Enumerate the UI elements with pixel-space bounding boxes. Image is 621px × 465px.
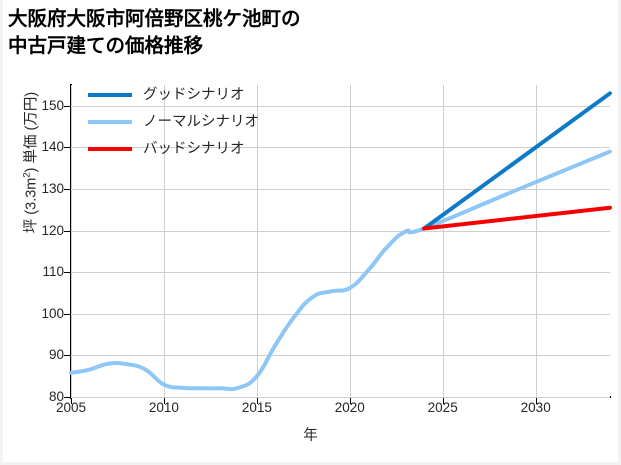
chart-legend: グッドシナリオ ノーマルシナリオ バッドシナリオ xyxy=(88,88,259,156)
legend-label: バッドシナリオ xyxy=(143,141,245,157)
x-tick-label: 2010 xyxy=(148,400,179,415)
series-layer xyxy=(69,91,612,392)
legend-color-swatch xyxy=(88,120,132,124)
gridline-vertical xyxy=(256,85,258,397)
gridline-vertical xyxy=(349,85,351,397)
gridline-vertical xyxy=(163,85,165,397)
y-tick-mark xyxy=(64,105,71,107)
plot-area xyxy=(69,85,612,398)
x-tick-label: 2025 xyxy=(427,400,458,415)
series-line-normal xyxy=(69,149,612,392)
y-tick-mark xyxy=(64,147,71,149)
chart-title: 大阪府大阪市阿倍野区桃ケ池町の 中古戸建ての価格推移 xyxy=(8,6,608,60)
x-tick-mark xyxy=(163,398,165,404)
x-tick-label: 2015 xyxy=(241,400,272,415)
y-tick-label: 140 xyxy=(41,139,64,155)
y-axis-title-prefix: 坪 (3.3m xyxy=(23,177,40,234)
y-tick-label: 130 xyxy=(41,181,64,196)
y-tick-label: 100 xyxy=(41,305,64,321)
legend-item[interactable]: ノーマルシナリオ xyxy=(88,115,259,129)
x-tick-mark xyxy=(71,398,72,404)
series-line-good xyxy=(422,91,612,231)
gridline-horizontal xyxy=(71,313,610,315)
y-tick-label: 80 xyxy=(48,389,64,404)
x-tick-mark xyxy=(256,398,258,404)
y-tick-label: 110 xyxy=(42,264,64,280)
y-tick-mark xyxy=(64,397,71,398)
y-tick-mark xyxy=(64,272,71,274)
y-axis-title: 坪 (3.3m2) 単価 (万円) xyxy=(20,3,41,323)
y-tick-label: 90 xyxy=(48,347,64,363)
y-tick-mark xyxy=(64,189,71,190)
gridline-vertical xyxy=(535,85,537,397)
series-line-bad xyxy=(422,205,612,231)
y-axis-title-superscript: 2 xyxy=(21,172,33,178)
y-axis-title-suffix: ) 単価 (万円) xyxy=(23,91,40,173)
gridline-horizontal xyxy=(71,397,610,398)
x-tick-mark xyxy=(442,398,444,404)
y-tick-mark xyxy=(64,313,71,315)
legend-color-swatch xyxy=(88,93,132,97)
chart-title-line-2: 中古戸建ての価格推移 xyxy=(8,35,204,57)
gridline-horizontal xyxy=(71,355,610,357)
x-tick-label: 2030 xyxy=(520,400,551,415)
legend-color-swatch xyxy=(88,147,132,151)
gridline-horizontal xyxy=(71,147,610,149)
y-tick-label: 120 xyxy=(41,222,64,238)
gridline-vertical xyxy=(442,85,444,397)
legend-label: ノーマルシナリオ xyxy=(143,114,259,130)
y-tick-mark xyxy=(64,355,71,357)
y-tick-label: 150 xyxy=(41,97,64,113)
x-tick-mark xyxy=(349,398,351,404)
chart-title-line-1: 大阪府大阪市阿倍野区桃ケ池町の xyxy=(8,8,301,30)
plot-background xyxy=(71,85,610,397)
x-tick-label: 2005 xyxy=(55,400,87,415)
gridline-vertical xyxy=(71,85,72,397)
gridline-horizontal xyxy=(71,230,610,232)
legend-item[interactable]: グッドシナリオ xyxy=(88,88,259,102)
gridline-horizontal xyxy=(71,189,610,190)
x-axis-title: 年 xyxy=(303,428,318,444)
x-tick-label: 2020 xyxy=(334,400,365,415)
legend-item[interactable]: バッドシナリオ xyxy=(88,142,259,156)
gridline-horizontal xyxy=(71,105,610,107)
gridline-horizontal xyxy=(71,272,610,274)
legend-label: グッドシナリオ xyxy=(143,87,245,103)
x-tick-mark xyxy=(535,398,537,404)
y-tick-mark xyxy=(64,230,71,232)
